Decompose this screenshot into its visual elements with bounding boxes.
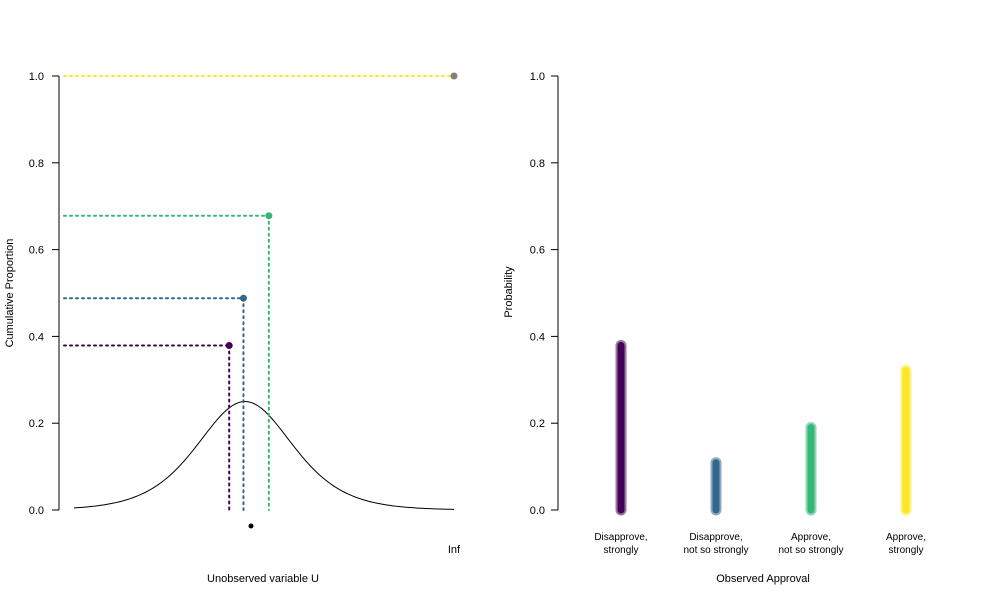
right-y-tick-label: 1.0 (530, 71, 545, 83)
left-y-tick-label: 0.0 (29, 505, 44, 517)
category-label: not so strongly (683, 545, 748, 556)
category-label: not so strongly (778, 545, 843, 556)
cutpoint-point (265, 212, 273, 220)
right-x-axis-label: Observed Approval (716, 573, 810, 585)
category-label: Disapprove, (594, 532, 647, 543)
left-y-tick-label: 1.0 (29, 71, 44, 83)
right-y-tick-label: 0.4 (530, 331, 545, 343)
category-label: Approve, (886, 532, 926, 543)
category-label: Disapprove, (689, 532, 742, 543)
density-curve (73, 401, 455, 510)
left-y-axis-label: Cumulative Proportion (4, 239, 16, 348)
cumulative-panel: 0.0 0.2 0.4 0.6 0.8 1.0 Cumulative Proportion… (4, 71, 461, 585)
right-y-tick-label: 0.0 (530, 505, 545, 517)
mean-marker (248, 523, 254, 529)
left-x-axis-label: Unobserved variable U (207, 573, 319, 585)
right-y-tick-label: 0.8 (530, 158, 545, 170)
left-y-tick-label: 0.2 (29, 418, 44, 430)
category-label: strongly (888, 545, 923, 556)
probability-panel: 0.0 0.2 0.4 0.6 0.8 1.0 Probability Observed … (503, 71, 926, 585)
right-y-ticks: 0.0 0.2 0.4 0.6 0.8 1.0 (530, 71, 558, 517)
left-y-tick-label: 0.6 (29, 245, 44, 257)
left-y-ticks: 0.0 0.2 0.4 0.6 0.8 1.0 (29, 71, 59, 517)
cutpoint-markers (63, 72, 458, 511)
left-y-tick-label: 0.8 (29, 158, 44, 170)
right-y-tick-label: 0.2 (530, 418, 545, 430)
right-y-tick-label: 0.6 (530, 245, 545, 257)
category-label: strongly (603, 545, 638, 556)
cutpoint-point (225, 342, 233, 350)
left-y-tick-label: 0.4 (29, 331, 44, 343)
right-y-axis-label: Probability (503, 266, 515, 318)
category-labels: Disapprove, strongly Disapprove, not so str… (594, 532, 926, 556)
x-tick-label-inf: Inf (448, 544, 461, 556)
probability-bars (615, 340, 912, 516)
cutpoint-point (450, 72, 458, 80)
category-label: Approve, (791, 532, 831, 543)
cutpoint-point (239, 294, 247, 302)
